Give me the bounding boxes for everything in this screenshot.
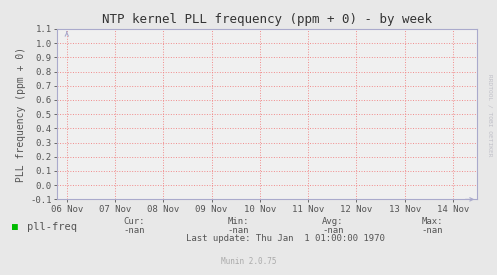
- Text: -nan: -nan: [228, 226, 249, 235]
- Text: -nan: -nan: [322, 226, 344, 235]
- Text: Min:: Min:: [228, 217, 249, 226]
- Text: pll-freq: pll-freq: [27, 222, 78, 232]
- Text: Max:: Max:: [421, 217, 443, 226]
- Text: Munin 2.0.75: Munin 2.0.75: [221, 257, 276, 266]
- Text: Avg:: Avg:: [322, 217, 344, 226]
- Text: Cur:: Cur:: [123, 217, 145, 226]
- Text: -nan: -nan: [421, 226, 443, 235]
- Text: -nan: -nan: [123, 226, 145, 235]
- Text: ■: ■: [12, 222, 18, 232]
- Text: Last update: Thu Jan  1 01:00:00 1970: Last update: Thu Jan 1 01:00:00 1970: [186, 234, 385, 243]
- Y-axis label: PLL frequency (ppm + 0): PLL frequency (ppm + 0): [16, 46, 26, 182]
- Text: RRDTOOL / TOBI OETIKER: RRDTOOL / TOBI OETIKER: [487, 74, 492, 157]
- Title: NTP kernel PLL frequency (ppm + 0) - by week: NTP kernel PLL frequency (ppm + 0) - by …: [102, 13, 432, 26]
